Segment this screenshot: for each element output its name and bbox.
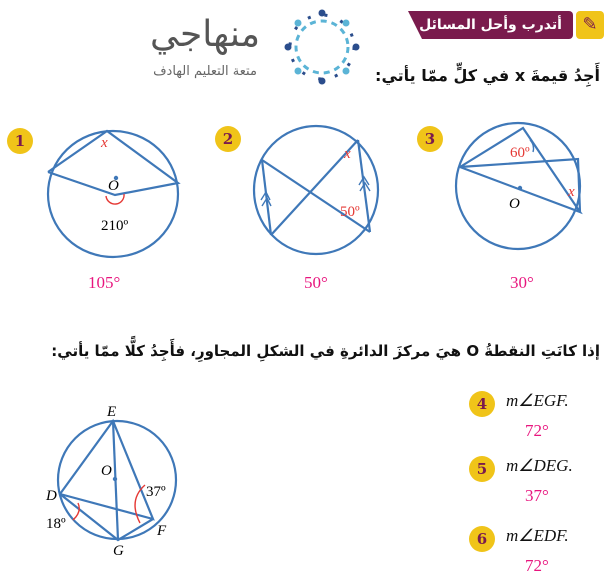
fig2-x-label: x bbox=[343, 146, 351, 162]
answer-4: 72° bbox=[525, 421, 549, 440]
logo-name: منهاجي bbox=[150, 14, 260, 55]
answer-1: 105° bbox=[88, 273, 121, 292]
fig2-angle: 50º bbox=[340, 204, 360, 220]
problem-4-badge: 4 bbox=[469, 391, 495, 417]
logo: منهاجي متعة التعليم الهادف bbox=[135, 8, 395, 85]
label-D: D bbox=[45, 488, 57, 504]
problem-6-badge: 6 bbox=[469, 526, 495, 552]
question-6: m∠EDF. bbox=[506, 526, 569, 545]
logo-tagline: متعة التعليم الهادف bbox=[153, 64, 257, 79]
fig1-center: O bbox=[108, 178, 119, 194]
fig3-angle: 60º bbox=[510, 145, 530, 161]
label-E: E bbox=[106, 404, 116, 420]
figure-2 bbox=[252, 124, 380, 256]
pencil-icon: ✎ bbox=[576, 11, 604, 39]
problem-2-badge: 2 bbox=[215, 126, 241, 152]
problem-1-badge: 1 bbox=[7, 128, 33, 154]
logo-emblem-icon bbox=[284, 9, 360, 85]
label-O: O bbox=[101, 463, 112, 479]
question-5: m∠DEG. bbox=[506, 456, 573, 475]
answer-6: 72° bbox=[525, 556, 549, 575]
answer-2: 50° bbox=[304, 273, 328, 292]
section-banner: أتدرب وأحل المسائل bbox=[408, 11, 573, 39]
label-F: F bbox=[156, 523, 167, 539]
answer-5: 37° bbox=[525, 486, 549, 505]
angle-37: 37º bbox=[146, 484, 166, 500]
fig3-center: O bbox=[509, 196, 520, 212]
problem-3-badge: 3 bbox=[417, 126, 443, 152]
fig1-x: x bbox=[100, 135, 108, 151]
fig3-x: x bbox=[567, 184, 575, 200]
instruction-2: إذا كانَتِ النقطةُ O هيَ مركزَ الدائرةِ … bbox=[51, 342, 600, 360]
problem-5-badge: 5 bbox=[469, 456, 495, 482]
instruction-1: أَجِدُ قيمةَ x في كلٍّ ممّا يأتي: bbox=[375, 66, 600, 85]
fig1-angle: 210º bbox=[101, 218, 129, 234]
answer-3: 30° bbox=[510, 273, 534, 292]
figure-1 bbox=[46, 129, 181, 259]
label-G: G bbox=[113, 543, 124, 559]
angle-18: 18º bbox=[46, 516, 66, 532]
question-4: m∠EGF. bbox=[506, 391, 569, 410]
figure-3 bbox=[454, 121, 583, 251]
